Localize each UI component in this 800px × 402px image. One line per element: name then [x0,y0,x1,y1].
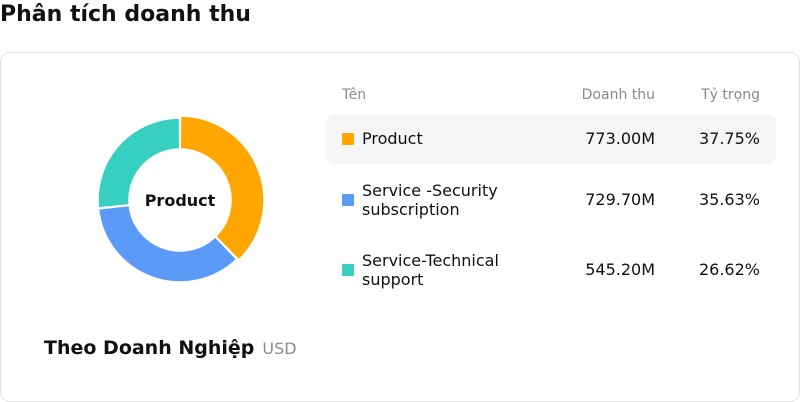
donut-chart-svg [97,115,265,283]
caption-title: Theo Doanh Nghiệp [44,337,255,359]
row-name: Service -Security subscription [362,181,498,219]
row-share: 35.63% [698,190,760,209]
row-share: 26.62% [698,260,760,279]
row-name: Product [362,129,423,148]
column-header-revenue: Doanh thu [581,87,655,103]
donut-chart: Product [95,115,265,285]
column-header-share: Tỷ trọng [701,87,760,103]
row-revenue: 729.70M [585,190,655,209]
column-header-name: Tên [342,87,367,103]
legend-swatch-security-subscription [342,194,354,206]
legend-swatch-product [342,133,354,145]
chart-caption: Theo Doanh Nghiệp USD [44,337,297,359]
donut-slice-service-technical-support[interactable] [97,117,181,209]
legend-swatch-technical-support [342,264,354,276]
table-row-product[interactable]: Product 773.00M 37.75% [326,114,776,164]
revenue-card: Product Theo Doanh Nghiệp USD Tên Doanh … [0,52,800,402]
donut-slice-service-security-subscription[interactable] [97,204,238,283]
donut-center-label: Product [144,190,216,210]
row-name: Service-Technical support [362,251,499,289]
table-row-security-subscription[interactable]: Service -Security subscription 729.70M 3… [326,174,776,226]
row-revenue: 773.00M [585,129,655,148]
row-revenue: 545.20M [585,260,655,279]
page-title: Phân tích doanh thu [0,2,251,27]
donut-slice-product[interactable] [179,115,265,262]
table-row-technical-support[interactable]: Service-Technical support 545.20M 26.62% [326,244,776,296]
row-share: 37.75% [698,129,760,148]
currency-unit: USD [262,339,297,358]
table-header: Tên Doanh thu Tỷ trọng [326,87,776,107]
